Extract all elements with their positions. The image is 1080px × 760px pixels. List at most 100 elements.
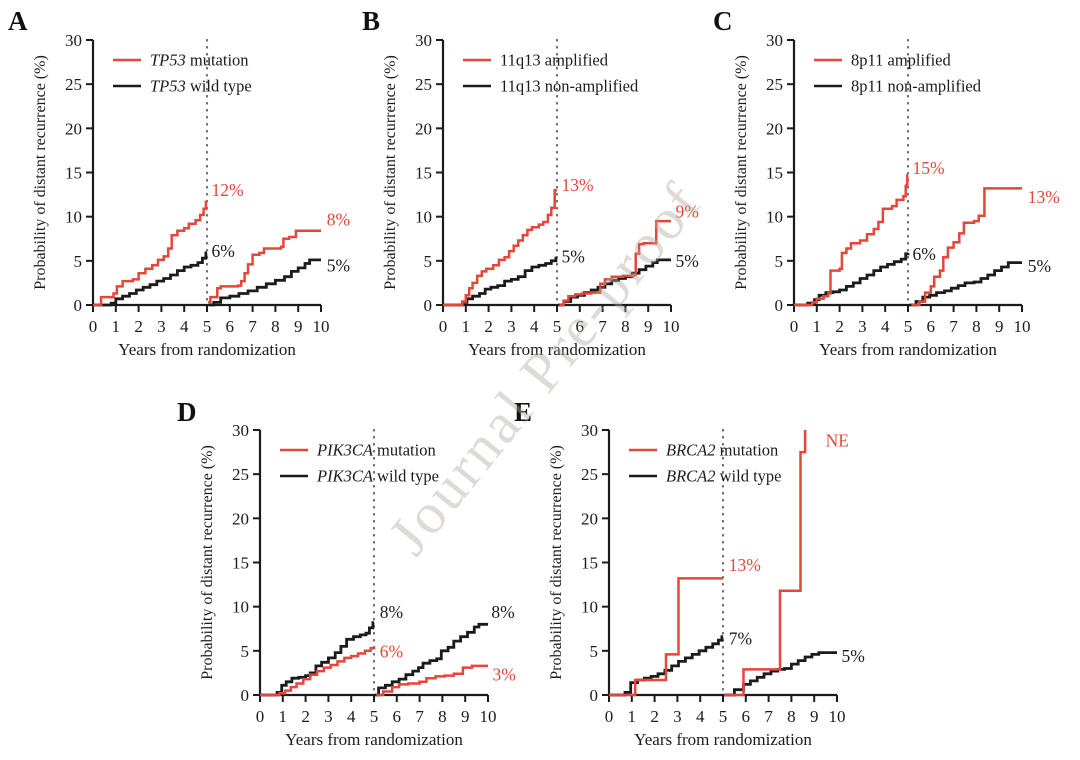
x-tick-label: 7	[598, 317, 607, 336]
curve-tp53-mutation	[93, 200, 208, 307]
x-tick-label: 8	[621, 317, 630, 336]
annotation: 5%	[676, 251, 699, 271]
curve-tp53-wild-type	[93, 251, 208, 307]
y-tick-label: 10	[766, 208, 783, 227]
x-tick-label: 0	[790, 317, 799, 336]
legend-label: 8p11 non-amplified	[851, 77, 982, 96]
y-axis-title: Probability of distant recurrence (%)	[548, 445, 565, 680]
x-axis-title: Years from randomization	[285, 730, 463, 749]
y-tick-label: 0	[424, 296, 433, 315]
y-tick-label: 30	[766, 31, 783, 50]
y-tick-label: 25	[581, 465, 598, 484]
x-tick-label: 2	[134, 317, 143, 336]
y-tick-label: 5	[74, 252, 83, 271]
y-tick-label: 15	[65, 164, 82, 183]
annotation: 3%	[493, 665, 516, 685]
y-tick-label: 20	[232, 509, 249, 528]
curve-brca2-mutation	[724, 430, 807, 697]
y-tick-label: 20	[766, 119, 783, 138]
x-tick-label: 6	[927, 317, 936, 336]
x-tick-label: 2	[650, 707, 659, 726]
legend-label: 8p11 amplified	[851, 51, 951, 70]
annotation: 5%	[842, 646, 865, 666]
x-tick-label: 0	[256, 707, 265, 726]
y-tick-label: 10	[232, 598, 249, 617]
x-tick-label: 1	[813, 317, 822, 336]
x-tick-label: 7	[415, 707, 424, 726]
curve-11q13-non-amplified	[558, 258, 671, 307]
y-tick-label: 25	[415, 75, 432, 94]
x-tick-label: 8	[438, 707, 447, 726]
curve-8p11-amplified	[911, 187, 1022, 307]
x-tick-label: 5	[904, 317, 913, 336]
y-tick-label: 15	[581, 554, 598, 573]
annotation: 13%	[562, 175, 594, 195]
annotation: 13%	[729, 555, 761, 575]
x-tick-label: 3	[157, 317, 166, 336]
x-tick-label: 9	[294, 317, 303, 336]
legend-label: TP53 wild type	[150, 77, 252, 96]
x-tick-label: 5	[203, 317, 212, 336]
x-tick-label: 9	[810, 707, 819, 726]
curve-pik3ca-mutation	[376, 664, 488, 697]
x-axis-title: Years from randomization	[468, 340, 646, 359]
legend-label: 11q13 non-amplified	[500, 77, 639, 96]
panel-label-e: E	[514, 397, 533, 427]
y-tick-label: 10	[415, 208, 432, 227]
annotation: 8%	[327, 209, 350, 229]
y-tick-label: 15	[766, 164, 783, 183]
x-tick-label: 0	[89, 317, 98, 336]
curve-11q13-amplified	[559, 219, 671, 307]
x-tick-label: 8	[972, 317, 981, 336]
y-tick-label: 5	[590, 642, 599, 661]
y-tick-label: 0	[590, 686, 599, 705]
x-tick-label: 3	[324, 707, 333, 726]
curve-pik3ca-wild-type	[260, 621, 375, 697]
x-axis-title: Years from randomization	[118, 340, 296, 359]
x-tick-label: 8	[787, 707, 796, 726]
x-tick-label: 6	[393, 707, 402, 726]
x-tick-label: 10	[313, 317, 330, 336]
x-tick-label: 4	[696, 707, 705, 726]
annotation: NE	[826, 431, 849, 451]
curve-brca2-wild-type	[609, 635, 724, 697]
curve-11q13-non-amplified	[443, 256, 558, 307]
panel-label-c: C	[713, 6, 733, 36]
x-tick-label: 2	[301, 707, 310, 726]
x-tick-label: 6	[226, 317, 235, 336]
curve-pik3ca-mutation	[260, 646, 376, 697]
x-tick-label: 7	[949, 317, 958, 336]
x-tick-label: 9	[995, 317, 1004, 336]
y-tick-label: 5	[775, 252, 784, 271]
x-axis-title: Years from randomization	[819, 340, 997, 359]
annotation: 5%	[562, 246, 585, 266]
y-tick-label: 25	[65, 75, 82, 94]
x-tick-label: 9	[644, 317, 653, 336]
x-tick-label: 4	[347, 707, 356, 726]
y-tick-label: 10	[65, 208, 82, 227]
x-tick-label: 7	[764, 707, 773, 726]
curve-11q13-amplified	[443, 188, 557, 307]
curve-brca2-mutation	[609, 577, 723, 697]
x-tick-label: 3	[507, 317, 516, 336]
x-tick-label: 1	[462, 317, 471, 336]
curve-8p11-non-amplified	[794, 252, 910, 307]
y-tick-label: 20	[581, 509, 598, 528]
legend-label: PIK3CA mutation	[316, 441, 436, 460]
x-tick-label: 10	[663, 317, 680, 336]
legend-label: BRCA2 mutation	[666, 441, 778, 460]
x-tick-label: 1	[112, 317, 121, 336]
curve-8p11-amplified	[794, 173, 909, 307]
x-tick-label: 2	[484, 317, 493, 336]
y-tick-label: 30	[65, 31, 82, 50]
x-tick-label: 0	[605, 707, 614, 726]
panel-label-a: A	[8, 6, 28, 36]
annotation: 9%	[676, 201, 699, 221]
x-tick-label: 0	[439, 317, 448, 336]
y-tick-label: 0	[775, 296, 784, 315]
x-tick-label: 10	[829, 707, 846, 726]
